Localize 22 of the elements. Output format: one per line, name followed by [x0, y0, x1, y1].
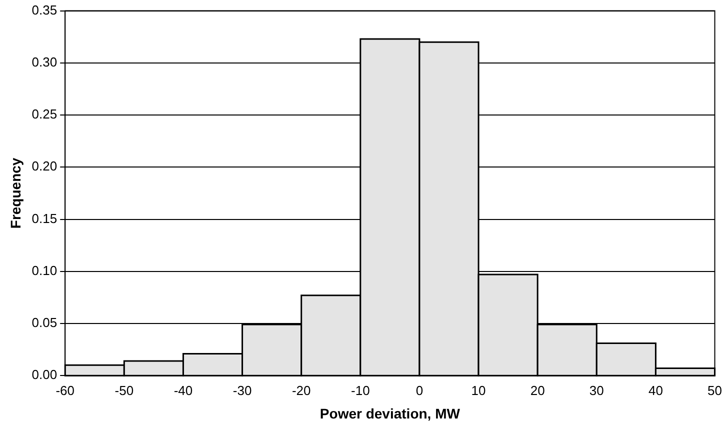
y-tick-label: 0.10 — [32, 262, 58, 278]
y-axis-title: Frequency — [7, 158, 24, 229]
x-tick-label: -10 — [351, 382, 370, 398]
x-tick-label: 40 — [648, 382, 663, 398]
x-tick-label: -40 — [174, 382, 193, 398]
x-tick-label: -60 — [56, 382, 74, 398]
x-tick-label: -20 — [292, 382, 311, 398]
x-tick-label: 50 — [708, 382, 722, 398]
x-tick-label: -30 — [232, 382, 252, 398]
y-tick-label: 0.30 — [32, 54, 58, 70]
y-tick-label: 0.20 — [32, 158, 58, 174]
x-tick-label: -50 — [114, 382, 134, 398]
x-tick-label: 30 — [589, 382, 604, 398]
y-tick-label: 0.25 — [32, 106, 58, 122]
x-tick-label: 0 — [416, 382, 424, 398]
y-tick-label: 0.05 — [32, 315, 58, 330]
y-tick-label: 0.35 — [32, 2, 58, 18]
x-tick-label: 20 — [530, 382, 545, 398]
x-tick-label: 10 — [471, 382, 486, 398]
y-tick-label: 0.15 — [32, 210, 58, 226]
x-axis-title: Power deviation, MW — [320, 405, 461, 422]
y-tick-label: 0.00 — [32, 367, 58, 382]
